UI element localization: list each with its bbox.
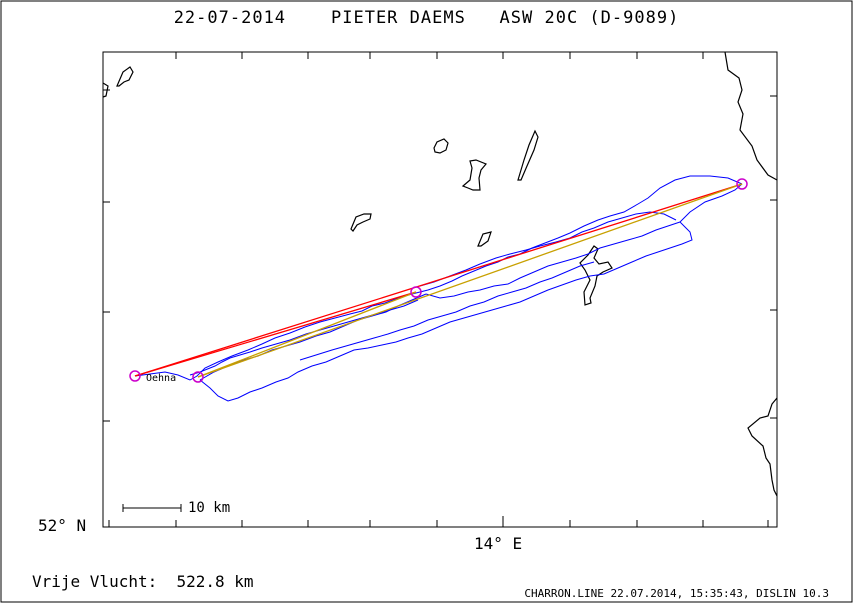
bottom-ticks xyxy=(108,516,769,527)
flight-date: 22-07-2014 xyxy=(173,8,287,28)
leg-line-1 xyxy=(197,183,743,378)
lake-5 xyxy=(477,231,492,247)
leg-line-2 xyxy=(197,291,417,378)
lake-6 xyxy=(579,245,613,306)
lake-1 xyxy=(433,138,449,154)
coast-east-upper xyxy=(724,51,778,181)
distance-label: Vrije Vlucht: xyxy=(32,572,158,591)
task-line-1 xyxy=(134,183,743,377)
turnpoints xyxy=(129,178,748,383)
map-frame xyxy=(102,51,778,528)
lake-4 xyxy=(350,213,372,232)
task-line-2 xyxy=(134,291,417,377)
lake-2 xyxy=(461,159,487,191)
scale-label: 10 km xyxy=(188,500,231,516)
lake-nw xyxy=(116,66,134,87)
glider-type: ASW 20C (D-9089) xyxy=(499,8,680,28)
turnpoint-2 xyxy=(192,371,204,383)
credit-line: CHARRON.LINE 22.07.2014, 15:35:43, DISLI… xyxy=(524,587,829,600)
distance-value: 522.8 km xyxy=(176,572,254,591)
lat-label: 52° N xyxy=(38,516,87,535)
lon-label: 14° E xyxy=(474,534,523,553)
turnpoint-start xyxy=(129,370,141,382)
coast-east-lower xyxy=(747,397,778,497)
turnpoint-3 xyxy=(410,286,422,298)
lake-3 xyxy=(517,129,539,181)
top-ticks xyxy=(175,52,704,59)
distance-readout: Vrije Vlucht: 522.8 km xyxy=(32,572,254,591)
place-label: Oehna xyxy=(146,373,177,384)
pilot-name: PIETER DAEMS xyxy=(331,8,466,28)
left-ticks xyxy=(103,89,110,422)
task-lines xyxy=(134,183,743,378)
scale-bar xyxy=(122,504,182,512)
coastlines xyxy=(102,51,778,497)
map-title: 22-07-2014 PIETER DAEMS ASW 20C (D-9089) xyxy=(0,8,853,28)
coast-left xyxy=(102,82,109,98)
turnpoint-4 xyxy=(736,178,748,190)
right-ticks xyxy=(770,95,777,419)
